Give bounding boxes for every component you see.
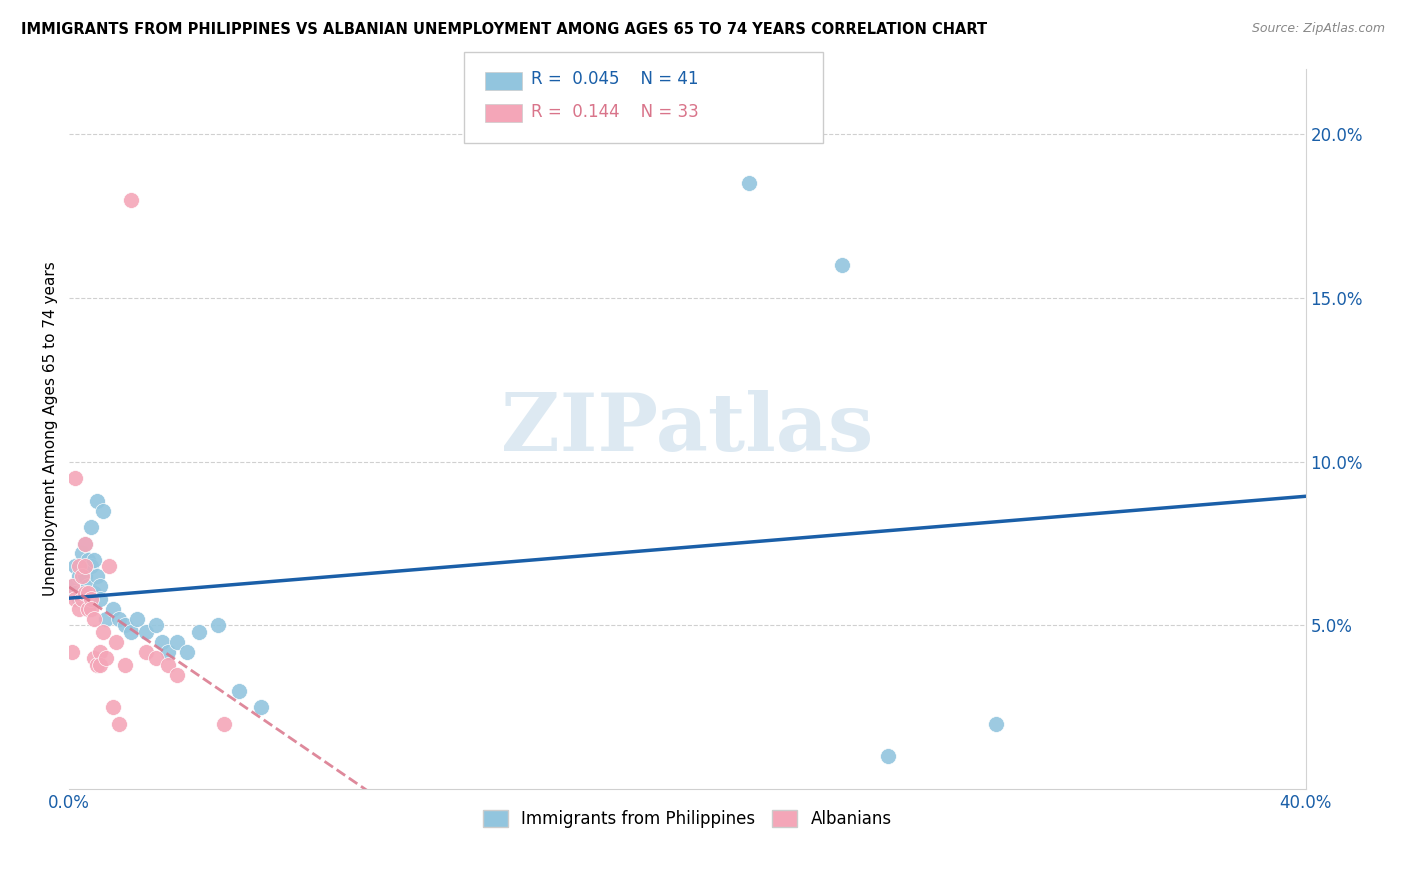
Point [135, 645, 157, 659]
Point [107, 716, 129, 731]
Point [135, 624, 157, 639]
Point [76, 579, 98, 593]
Point [83, 553, 105, 567]
Legend: Immigrants from Philippines, Albanians: Immigrants from Philippines, Albanians [477, 804, 898, 835]
Point [70, 569, 93, 583]
Point [60, 579, 83, 593]
Text: R =  0.144    N = 33: R = 0.144 N = 33 [531, 103, 699, 120]
Point [73, 569, 96, 583]
Point [250, 700, 273, 714]
Point [76, 602, 98, 616]
Point [176, 645, 198, 659]
Point [65, 559, 87, 574]
Point [120, 193, 142, 207]
Point [60, 579, 83, 593]
Point [127, 612, 149, 626]
Point [101, 602, 124, 616]
Point [80, 520, 103, 534]
Point [86, 657, 108, 672]
Point [207, 618, 229, 632]
Text: IMMIGRANTS FROM PHILIPPINES VS ALBANIAN UNEMPLOYMENT AMONG AGES 65 TO 74 YEARS C: IMMIGRANTS FROM PHILIPPINES VS ALBANIAN … [21, 22, 987, 37]
Point [89, 645, 111, 659]
Point [228, 684, 250, 698]
Point [114, 657, 136, 672]
Point [67, 602, 90, 616]
Point [114, 618, 136, 632]
Point [150, 635, 173, 649]
Point [986, 716, 1008, 731]
Point [212, 716, 235, 731]
Point [145, 651, 167, 665]
Point [83, 612, 105, 626]
Point [120, 624, 142, 639]
Point [157, 645, 180, 659]
Point [76, 585, 98, 599]
Point [91, 504, 114, 518]
Point [80, 592, 103, 607]
Point [188, 624, 211, 639]
Point [877, 749, 900, 764]
Point [98, 559, 121, 574]
Point [145, 618, 167, 632]
Point [65, 585, 87, 599]
Point [70, 546, 93, 560]
Point [89, 657, 111, 672]
Point [73, 559, 96, 574]
Point [91, 624, 114, 639]
Point [157, 657, 180, 672]
Point [67, 569, 90, 583]
Point [70, 585, 93, 599]
Text: R =  0.045    N = 41: R = 0.045 N = 41 [531, 70, 699, 88]
Point [73, 536, 96, 550]
Point [80, 559, 103, 574]
Point [67, 592, 90, 607]
Point [96, 612, 118, 626]
Point [73, 585, 96, 599]
Point [96, 651, 118, 665]
Point [65, 592, 87, 607]
Point [101, 700, 124, 714]
Point [67, 559, 90, 574]
Point [70, 592, 93, 607]
Y-axis label: Unemployment Among Ages 65 to 74 years: Unemployment Among Ages 65 to 74 years [44, 261, 58, 596]
Point [86, 569, 108, 583]
Point [89, 579, 111, 593]
Point [738, 176, 761, 190]
Point [73, 536, 96, 550]
Point [83, 585, 105, 599]
Point [89, 592, 111, 607]
Point [166, 667, 188, 681]
Point [166, 635, 188, 649]
Text: Source: ZipAtlas.com: Source: ZipAtlas.com [1251, 22, 1385, 36]
Point [65, 471, 87, 485]
Point [104, 635, 127, 649]
Point [83, 651, 105, 665]
Point [107, 612, 129, 626]
Point [73, 592, 96, 607]
Point [60, 645, 83, 659]
Point [86, 494, 108, 508]
Point [80, 602, 103, 616]
Text: ZIPatlas: ZIPatlas [502, 390, 873, 468]
Point [831, 258, 853, 272]
Point [76, 553, 98, 567]
